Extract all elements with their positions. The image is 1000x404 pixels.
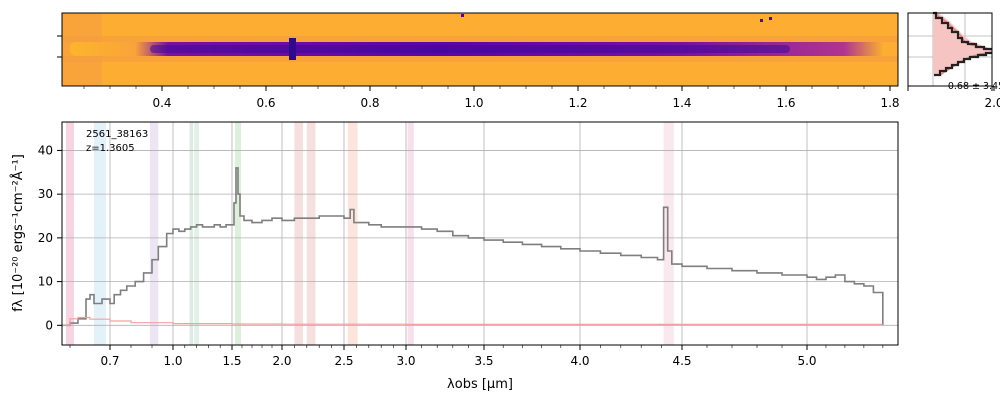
1d-gridlines [62, 122, 898, 345]
xtick-label: 4.5 [672, 354, 691, 368]
model-series-line [62, 316, 883, 326]
ytick-label: 20 [38, 231, 53, 245]
1d-spectrum-frame [61, 121, 899, 346]
emission-line-bands [66, 122, 674, 345]
2d-xtick-label: 0.6 [256, 96, 275, 110]
profile-panel: 0.68 ± 3.45 [907, 11, 1000, 92]
emission-line-band [235, 122, 241, 345]
emission-line-band [189, 122, 194, 345]
2d-xtick-label: 1.6 [776, 96, 795, 110]
2d-xtick-label: 1.0 [464, 96, 483, 110]
2d-spectrum-hot-pixel [461, 14, 464, 17]
2d-xtick-label: 1.8 [880, 96, 899, 110]
object-id-label: 2561_38163 [86, 129, 148, 140]
2d-xtick-label: 0.4 [152, 96, 171, 110]
2d-spectrum-hot-pixel [760, 19, 763, 22]
emission-line-band [94, 122, 106, 345]
emission-line-band [407, 122, 414, 345]
emission-line-band [306, 122, 316, 345]
2d-spectrum-emission-feature [289, 38, 296, 60]
2d-spectrum-trace-core [150, 45, 790, 53]
ytick-label: 30 [38, 187, 53, 201]
emission-line-band [294, 122, 304, 345]
y-axis-label: fλ [10⁻²⁰ ergs⁻¹cm⁻²Å⁻¹] [10, 154, 26, 312]
2d-spectrum-hot-pixel [769, 17, 772, 20]
flux-series-line [62, 167, 884, 327]
xtick-label: 3.0 [396, 354, 415, 368]
ytick-label: 0 [45, 318, 53, 332]
xtick-label: 1.5 [222, 354, 241, 368]
2d-x-ticks: 0.40.60.81.01.21.41.61.82.02.2 [83, 86, 1000, 110]
2d-xtick-label: 1.4 [672, 96, 691, 110]
emission-line-band [663, 122, 674, 345]
profile-data-line [933, 11, 992, 51]
xtick-label: 0.7 [100, 354, 119, 368]
2d-spectrum-panel: 0.40.60.81.01.21.41.61.82.02.2 [57, 12, 1000, 110]
redshift-label: z=1.3605 [86, 143, 135, 154]
profile-frame [907, 12, 993, 87]
2d-xtick-label: 2.0 [984, 96, 1000, 110]
2d-xtick-label: 1.2 [568, 96, 587, 110]
emission-line-band [149, 122, 159, 345]
xtick-label: 2.5 [334, 354, 353, 368]
x-axis-label: λobs [μm] [447, 377, 513, 392]
2d-spectrum-frame [61, 12, 899, 87]
2d-spectrum-halo-lower [62, 56, 898, 62]
1d-spectrum-panel: 0.7 1.0 1.5 2.0 2.5 3.0 3.5 4.0 4.5 5.0 0 10 20 30 40… [10, 121, 899, 392]
emission-line-band [194, 122, 199, 345]
1d-y-ticks: 0 10 20 30 40 [38, 143, 62, 332]
xtick-label: 5.0 [797, 354, 816, 368]
xtick-label: 1.0 [163, 354, 182, 368]
profile-annotation: 0.68 ± 3.45 [948, 81, 1000, 92]
emission-line-band [66, 122, 74, 345]
xtick-label: 3.5 [474, 354, 493, 368]
emission-line-band [347, 122, 358, 345]
xtick-label: 2.0 [272, 354, 291, 368]
1d-series [62, 167, 884, 327]
2d-spectrum-halo-upper [62, 36, 898, 42]
profile-data-line [934, 51, 992, 77]
ytick-label: 10 [38, 275, 53, 289]
ytick-label: 40 [38, 143, 53, 157]
1d-x-ticks: 0.7 1.0 1.5 2.0 2.5 3.0 3.5 4.0 4.5 5.0 [69, 345, 884, 368]
xtick-label: 4.0 [570, 354, 589, 368]
2d-xtick-label: 0.8 [360, 96, 379, 110]
